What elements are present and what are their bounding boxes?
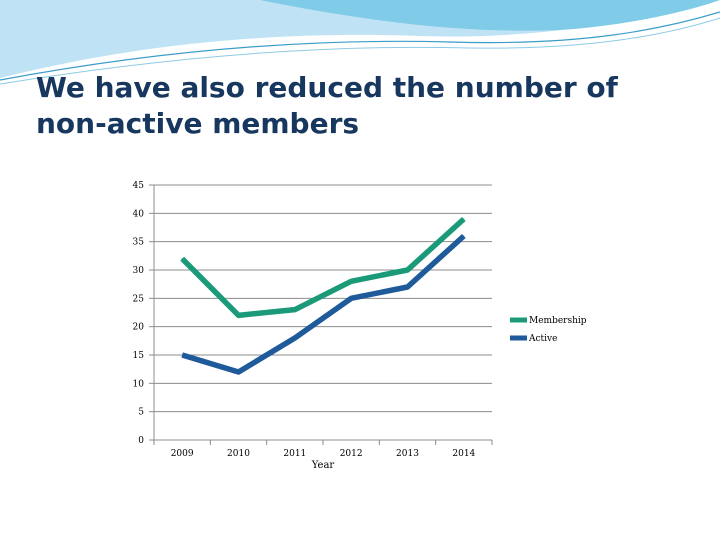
data-point-membership: [181, 258, 183, 260]
y-tick-label: 30: [133, 266, 145, 276]
y-tick-label: 40: [133, 209, 145, 219]
data-point-membership: [238, 314, 239, 316]
x-tick-label: 2013: [396, 449, 419, 459]
data-point-active: [407, 286, 408, 288]
x-axis-label: Year: [311, 460, 335, 471]
y-tick-label: 15: [133, 351, 145, 361]
y-tick-label: 10: [133, 379, 145, 389]
x-tick-label: 2011: [283, 449, 306, 459]
legend-label: Membership: [529, 316, 587, 326]
y-tick-label: 25: [133, 294, 145, 304]
x-tick-label: 2014: [452, 449, 475, 459]
data-point-active: [181, 354, 183, 356]
banner-wave-fill-dark: [260, 0, 720, 31]
chart-legend: Membership Active: [510, 316, 587, 344]
banner-wave-line-2: [0, 17, 720, 85]
y-tick-label: 45: [133, 181, 145, 191]
y-tick-label: 0: [138, 436, 144, 446]
data-point-membership: [350, 280, 352, 282]
header-banner: [0, 0, 720, 85]
banner-wave-line: [0, 11, 720, 81]
data-point-active: [238, 371, 239, 373]
y-tick-label: 5: [138, 408, 144, 418]
y-tick-label: 35: [133, 238, 145, 248]
data-point-membership: [294, 309, 296, 311]
x-tick-label: 2010: [227, 449, 250, 459]
slide-title: We have also reduced the number of non-a…: [36, 71, 618, 140]
chart-grid: [149, 184, 493, 445]
y-tick-label: 20: [133, 323, 145, 333]
x-axis-ticks: 2009 2010 2011 2012 2013 2014: [171, 449, 476, 459]
series-line-membership: [180, 216, 466, 319]
data-point-membership: [407, 269, 408, 271]
legend-label: Active: [528, 334, 557, 344]
data-point-active: [350, 297, 352, 299]
x-tick-label: 2009: [171, 449, 194, 459]
series-line-active: [181, 233, 466, 375]
y-axis-ticks: 0 5 10 15 20 25 30 35 40 45: [133, 181, 145, 446]
data-point-active: [463, 235, 465, 237]
x-tick-label: 2012: [340, 449, 363, 459]
data-point-active: [294, 337, 296, 339]
chart-series: [180, 216, 466, 375]
data-point-membership: [463, 218, 465, 220]
